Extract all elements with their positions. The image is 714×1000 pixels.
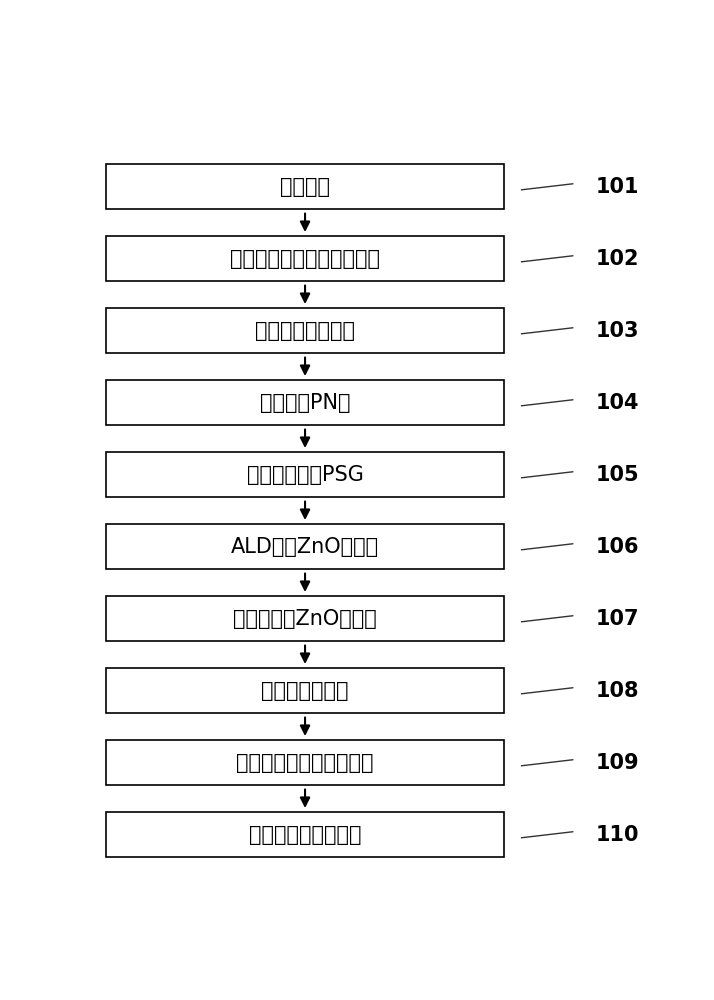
Bar (106, 596, 504, 641)
Text: 湿法腐蚀形成纳米超小绒面: 湿法腐蚀形成纳米超小绒面 (230, 249, 380, 269)
Bar (106, 308, 504, 353)
Bar (106, 452, 504, 497)
Text: 清洗刻边去除PSG: 清洗刻边去除PSG (246, 465, 363, 485)
Bar (106, 812, 504, 857)
Text: 107: 107 (596, 609, 640, 629)
Text: 104: 104 (596, 393, 640, 413)
Text: 101: 101 (596, 177, 640, 197)
Text: 105: 105 (596, 465, 640, 485)
Text: 109: 109 (596, 753, 640, 773)
Text: ALD生长ZnO种子层: ALD生长ZnO种子层 (231, 537, 379, 557)
Text: 扩散制备PN结: 扩散制备PN结 (260, 393, 351, 413)
Text: 烧结、完成电池制作: 烧结、完成电池制作 (248, 825, 361, 845)
Bar (106, 668, 504, 713)
Text: 丝网印刷铝背场、前电极: 丝网印刷铝背场、前电极 (236, 753, 374, 773)
Bar (106, 524, 504, 569)
Text: 清洗硅片: 清洗硅片 (280, 177, 330, 197)
Bar (106, 740, 504, 785)
Text: 生长电池钝化层: 生长电池钝化层 (261, 681, 349, 701)
Bar (106, 380, 504, 425)
Text: 103: 103 (596, 321, 640, 341)
Bar (106, 164, 504, 209)
Text: 水热法生长ZnO纳米棒: 水热法生长ZnO纳米棒 (233, 609, 377, 629)
Bar (106, 236, 504, 281)
Text: 浓酸加热清洗硅片: 浓酸加热清洗硅片 (255, 321, 355, 341)
Text: 102: 102 (596, 249, 640, 269)
Text: 106: 106 (596, 537, 640, 557)
Text: 110: 110 (596, 825, 640, 845)
Text: 108: 108 (596, 681, 640, 701)
